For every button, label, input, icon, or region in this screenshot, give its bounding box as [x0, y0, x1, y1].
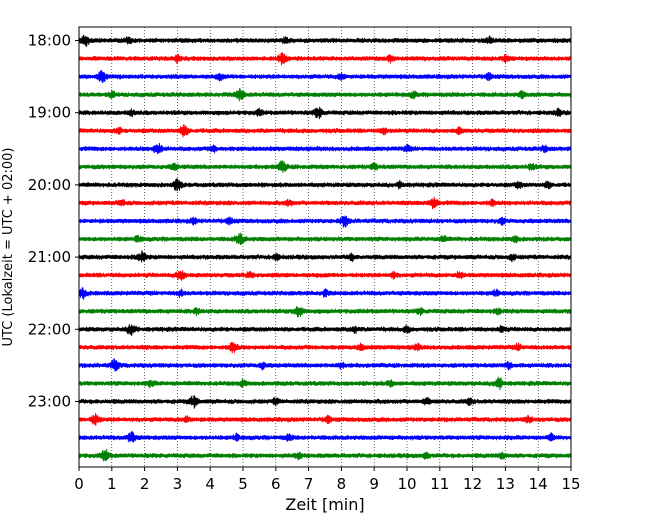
x-tick-label: 5: [238, 475, 248, 493]
trace-2000: [78, 178, 572, 192]
x-tick-label: 0: [74, 475, 84, 493]
trace-2130: [78, 287, 572, 300]
y-tick-label: 20:00: [28, 176, 71, 194]
grid-lines: [111, 27, 539, 467]
trace-2200: [78, 324, 572, 336]
x-tick-label: 12: [463, 475, 482, 493]
trace-1830: [78, 70, 572, 84]
trace-1900: [78, 106, 572, 120]
trace-1945: [78, 160, 572, 174]
x-axis-title: Zeit [min]: [285, 495, 364, 514]
trace-2245: [78, 376, 572, 391]
x-tick-label: 9: [369, 475, 379, 493]
x-tick-label: 14: [529, 475, 548, 493]
x-tick-label: 11: [430, 475, 449, 493]
x-tick-label: 10: [397, 475, 416, 493]
x-tick-label: 2: [140, 475, 150, 493]
x-tick-label: 15: [561, 475, 580, 493]
trace-2230: [78, 358, 572, 372]
trace-1800: [78, 34, 572, 47]
trace-1930: [78, 142, 572, 155]
x-tick-label: 1: [107, 475, 117, 493]
trace-2145: [78, 306, 572, 318]
y-axis-title: UTC (Lokalzeit = UTC + 02:00): [1, 148, 16, 347]
trace-2030: [78, 215, 572, 228]
x-tick-label: 8: [337, 475, 347, 493]
trace-2345: [78, 449, 572, 462]
trace-1845: [78, 87, 572, 102]
y-tick-label: 21:00: [28, 248, 71, 266]
x-tick-label: 7: [304, 475, 314, 493]
y-tick-label: 19:00: [28, 104, 71, 122]
trace-1915: [78, 124, 572, 138]
trace-2330: [78, 430, 572, 443]
trace-1815: [78, 52, 572, 66]
trace-2115: [78, 270, 572, 281]
x-tick-label: 4: [205, 475, 215, 493]
y-tick-label: 18:00: [28, 32, 71, 50]
trace-2215: [78, 342, 572, 354]
trace-2045: [78, 232, 572, 246]
plot-frame: [78, 26, 572, 468]
trace-2300: [78, 395, 572, 409]
y-tick-label: 22:00: [28, 320, 71, 338]
x-tick-label: 3: [173, 475, 183, 493]
x-tick-label: 13: [496, 475, 515, 493]
trace-2100: [78, 250, 572, 263]
y-axis: 18:00 19:00 20:00 21:00 22:00 23:00: [28, 32, 79, 411]
x-axis: 0 1 2 3 4 5 6 7 8 9 10 11 12 13 14 15: [74, 467, 581, 493]
x-tick-label: 6: [271, 475, 281, 493]
trace-2015: [78, 196, 572, 210]
y-tick-label: 23:00: [28, 393, 71, 411]
trace-group: [78, 34, 572, 462]
trace-2315: [78, 412, 572, 426]
